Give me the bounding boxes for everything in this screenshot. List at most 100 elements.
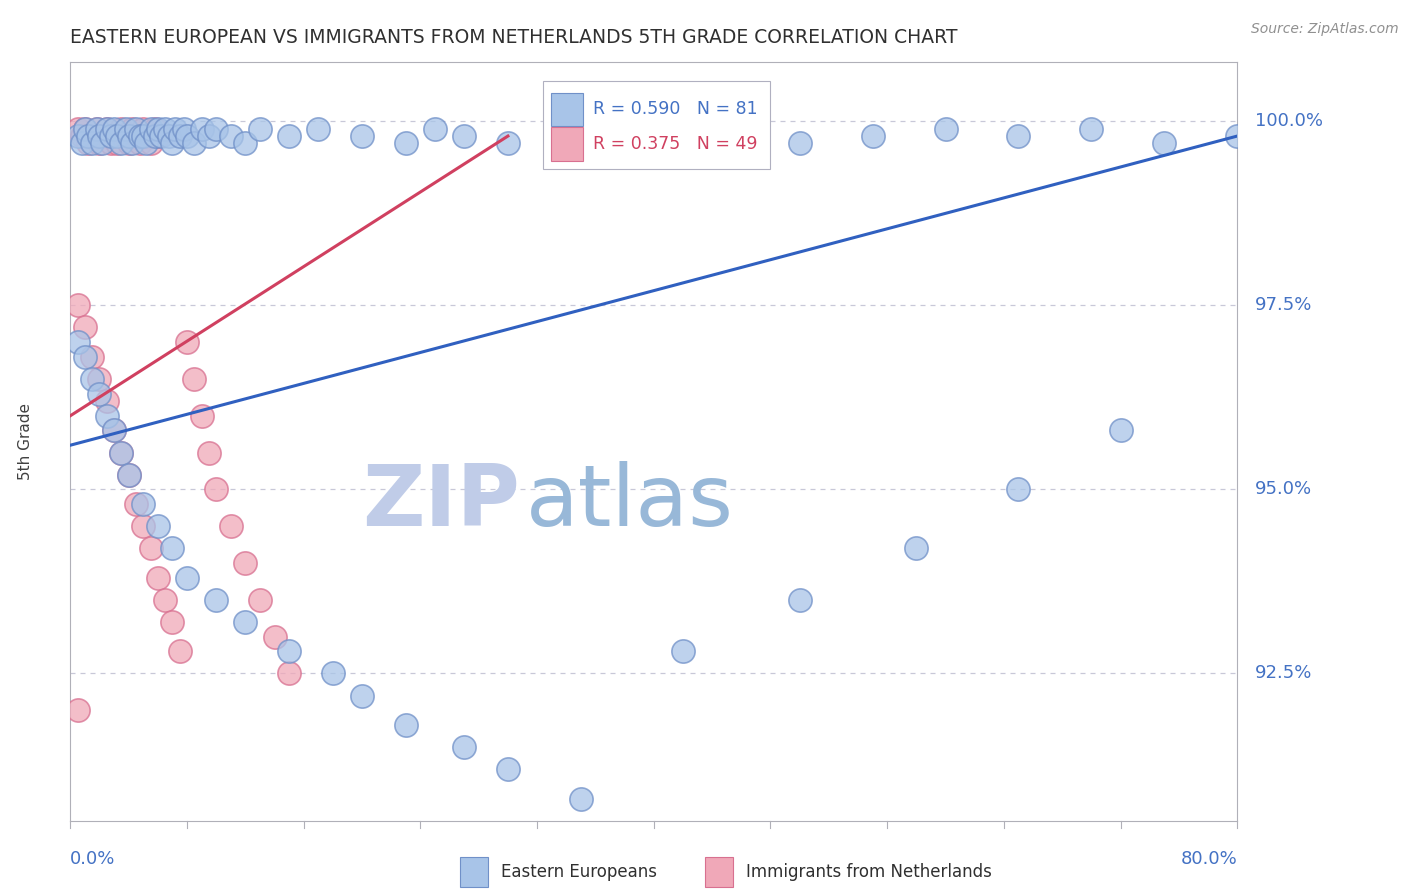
Point	[1153, 136, 1175, 151]
Point	[176, 129, 198, 144]
Point	[233, 615, 256, 629]
Point	[205, 483, 228, 497]
Point	[76, 129, 98, 144]
Point	[149, 129, 172, 144]
Point	[716, 121, 738, 136]
Point	[423, 121, 446, 136]
Point	[162, 136, 184, 151]
Point	[233, 136, 256, 151]
Point	[125, 497, 148, 511]
Point	[89, 129, 111, 144]
Point	[934, 121, 956, 136]
Point	[110, 121, 132, 136]
Text: Immigrants from Netherlands: Immigrants from Netherlands	[747, 863, 991, 881]
Text: 97.5%: 97.5%	[1254, 296, 1312, 314]
Point	[789, 136, 811, 151]
Point	[132, 121, 155, 136]
Point	[121, 136, 143, 151]
Point	[496, 762, 519, 776]
Point	[132, 497, 155, 511]
Point	[103, 424, 125, 438]
Point	[89, 372, 111, 386]
Point	[153, 121, 176, 136]
Point	[263, 630, 285, 644]
Point	[672, 644, 695, 658]
FancyBboxPatch shape	[543, 81, 770, 169]
Text: 5th Grade: 5th Grade	[18, 403, 34, 480]
Text: Source: ZipAtlas.com: Source: ZipAtlas.com	[1251, 22, 1399, 37]
Point	[132, 129, 155, 144]
Point	[110, 136, 132, 151]
Point	[135, 129, 157, 144]
Point	[146, 129, 169, 144]
Text: atlas: atlas	[526, 460, 734, 544]
Point	[905, 541, 928, 556]
Point	[1007, 129, 1029, 144]
Point	[96, 121, 118, 136]
Point	[66, 335, 89, 350]
Point	[352, 689, 374, 703]
Point	[118, 136, 141, 151]
Point	[1109, 424, 1132, 438]
Point	[91, 136, 114, 151]
Point	[91, 129, 114, 144]
Point	[139, 541, 162, 556]
Point	[233, 556, 256, 570]
Point	[198, 445, 221, 459]
Point	[129, 136, 152, 151]
Point	[100, 136, 122, 151]
Text: 92.5%: 92.5%	[1254, 665, 1312, 682]
Point	[114, 121, 136, 136]
Point	[183, 372, 205, 386]
FancyBboxPatch shape	[551, 93, 582, 126]
Text: 100.0%: 100.0%	[1254, 112, 1323, 130]
Point	[395, 718, 418, 732]
Point	[82, 350, 104, 364]
Point	[183, 136, 205, 151]
Point	[862, 129, 884, 144]
Point	[139, 121, 162, 136]
Point	[453, 129, 475, 144]
Point	[219, 519, 242, 533]
Point	[73, 121, 96, 136]
Text: EASTERN EUROPEAN VS IMMIGRANTS FROM NETHERLANDS 5TH GRADE CORRELATION CHART: EASTERN EUROPEAN VS IMMIGRANTS FROM NETH…	[70, 28, 957, 47]
Point	[322, 666, 344, 681]
Point	[1007, 483, 1029, 497]
Point	[146, 519, 169, 533]
Point	[129, 129, 152, 144]
Point	[569, 121, 592, 136]
Point	[96, 409, 118, 423]
Point	[143, 129, 166, 144]
Point	[190, 409, 212, 423]
Text: 0.0%: 0.0%	[70, 850, 115, 868]
Point	[73, 350, 96, 364]
Point	[70, 129, 93, 144]
Point	[249, 121, 271, 136]
Point	[66, 121, 89, 136]
Point	[352, 129, 374, 144]
Point	[219, 129, 242, 144]
Point	[76, 136, 98, 151]
Point	[86, 121, 108, 136]
Point	[118, 467, 141, 482]
Point	[100, 129, 122, 144]
Point	[121, 121, 143, 136]
Point	[82, 129, 104, 144]
Point	[132, 519, 155, 533]
Point	[103, 424, 125, 438]
Point	[153, 592, 176, 607]
Point	[173, 121, 195, 136]
Point	[205, 121, 228, 136]
Text: R = 0.590   N = 81: R = 0.590 N = 81	[593, 100, 758, 119]
Point	[205, 592, 228, 607]
Point	[307, 121, 329, 136]
Point	[110, 445, 132, 459]
Point	[89, 386, 111, 401]
Point	[73, 121, 96, 136]
Point	[395, 136, 418, 151]
Text: 80.0%: 80.0%	[1181, 850, 1237, 868]
Point	[105, 136, 128, 151]
FancyBboxPatch shape	[551, 128, 582, 161]
Point	[162, 615, 184, 629]
FancyBboxPatch shape	[460, 857, 488, 888]
